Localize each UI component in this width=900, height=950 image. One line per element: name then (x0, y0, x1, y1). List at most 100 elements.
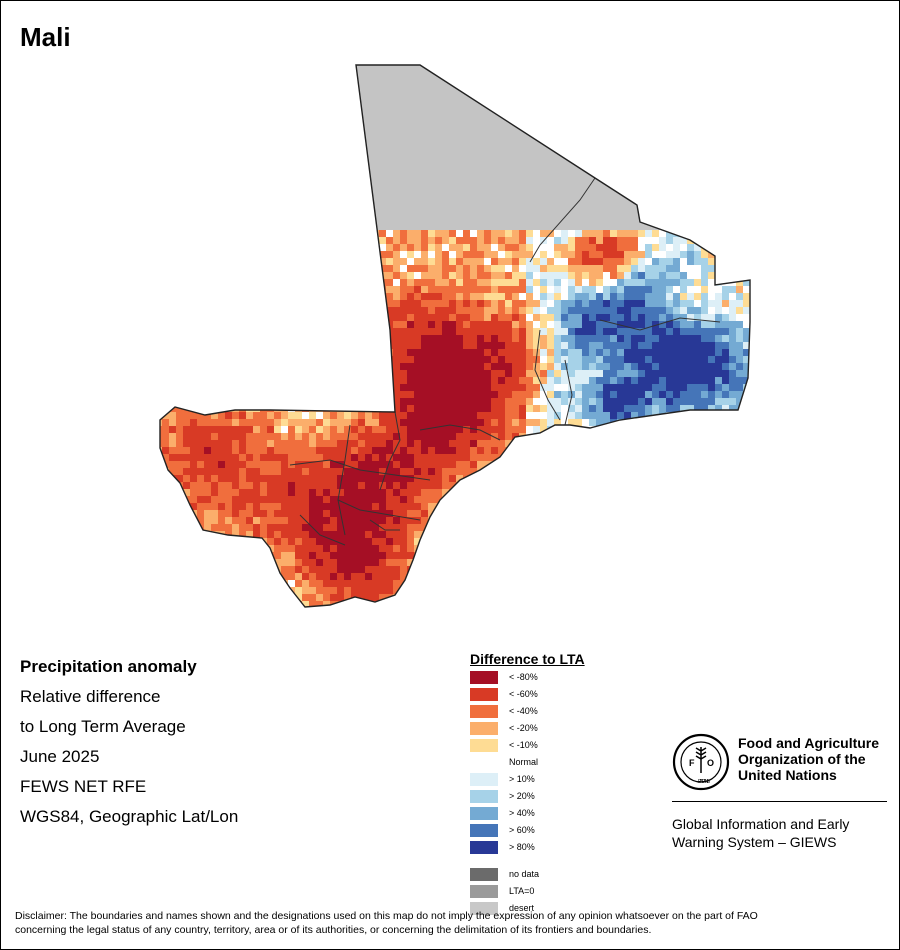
anomaly-cell (246, 321, 253, 328)
anomaly-cell (253, 391, 260, 398)
anomaly-cell (519, 601, 526, 607)
anomaly-cell (687, 377, 694, 384)
anomaly-cell (281, 594, 288, 601)
anomaly-cell (309, 538, 316, 545)
anomaly-cell (568, 573, 575, 580)
anomaly-cell (645, 251, 652, 258)
anomaly-cell (379, 307, 386, 314)
anomaly-cell (526, 440, 533, 447)
anomaly-cell (160, 251, 162, 258)
anomaly-cell (190, 489, 197, 496)
anomaly-cell (505, 244, 512, 251)
anomaly-cell (351, 531, 358, 538)
anomaly-cell (470, 405, 477, 412)
anomaly-cell (428, 454, 435, 461)
anomaly-cell (281, 503, 288, 510)
anomaly-cell (281, 265, 288, 272)
anomaly-cell (281, 447, 288, 454)
anomaly-cell (708, 335, 715, 342)
anomaly-cell (225, 475, 232, 482)
anomaly-cell (379, 370, 386, 377)
anomaly-cell (722, 517, 729, 524)
anomaly-cell (743, 419, 750, 426)
anomaly-cell (260, 545, 267, 552)
anomaly-cell (288, 524, 295, 531)
anomaly-cell (596, 517, 603, 524)
anomaly-cell (400, 510, 407, 517)
anomaly-cell (603, 370, 610, 377)
anomaly-cell (260, 391, 267, 398)
anomaly-cell (218, 244, 225, 251)
anomaly-cell (547, 419, 554, 426)
anomaly-cell (225, 384, 232, 391)
anomaly-cell (575, 461, 582, 468)
anomaly-cell (603, 566, 610, 573)
anomaly-cell (160, 265, 162, 272)
anomaly-cell (547, 405, 554, 412)
anomaly-cell (519, 349, 526, 356)
anomaly-cell (610, 559, 617, 566)
anomaly-cell (729, 573, 736, 580)
anomaly-cell (540, 580, 547, 587)
anomaly-cell (617, 475, 624, 482)
anomaly-cell (484, 412, 491, 419)
anomaly-cell (232, 601, 239, 607)
anomaly-cell (652, 356, 659, 363)
anomaly-cell (260, 517, 267, 524)
anomaly-cell (477, 321, 484, 328)
anomaly-cell (526, 349, 533, 356)
anomaly-cell (596, 601, 603, 607)
anomaly-cell (407, 601, 414, 607)
anomaly-cell (239, 328, 246, 335)
anomaly-cell (470, 608, 477, 615)
anomaly-cell (666, 405, 673, 412)
anomaly-cell (330, 356, 337, 363)
anomaly-cell (631, 314, 638, 321)
anomaly-cell (687, 412, 694, 419)
anomaly-cell (603, 433, 610, 440)
anomaly-cell (568, 293, 575, 300)
anomaly-cell (715, 286, 722, 293)
anomaly-cell (477, 538, 484, 545)
anomaly-cell (582, 314, 589, 321)
anomaly-cell (582, 468, 589, 475)
legend-label: < -60% (509, 689, 538, 699)
anomaly-cell (274, 244, 281, 251)
anomaly-cell (582, 370, 589, 377)
anomaly-cell (274, 559, 281, 566)
anomaly-cell (197, 412, 204, 419)
anomaly-cell (519, 468, 526, 475)
anomaly-cell (498, 461, 505, 468)
anomaly-cell (743, 454, 750, 461)
anomaly-cell (302, 496, 309, 503)
anomaly-cell (316, 286, 323, 293)
anomaly-cell (561, 307, 568, 314)
anomaly-cell (372, 321, 379, 328)
anomaly-cell (652, 286, 659, 293)
anomaly-cell (267, 412, 274, 419)
anomaly-cell (491, 573, 498, 580)
anomaly-cell (666, 300, 673, 307)
anomaly-cell (253, 244, 260, 251)
anomaly-cell (694, 405, 701, 412)
anomaly-cell (512, 384, 519, 391)
anomaly-cell (400, 398, 407, 405)
anomaly-cell (400, 328, 407, 335)
anomaly-cell (160, 587, 162, 594)
anomaly-cell (708, 475, 715, 482)
anomaly-cell (568, 377, 575, 384)
anomaly-cell (407, 251, 414, 258)
anomaly-cell (442, 433, 449, 440)
anomaly-cell (337, 384, 344, 391)
anomaly-cell (302, 545, 309, 552)
anomaly-cell (204, 559, 211, 566)
anomaly-cell (281, 335, 288, 342)
anomaly-cell (330, 496, 337, 503)
anomaly-cell (512, 391, 519, 398)
anomaly-cell (484, 237, 491, 244)
anomaly-cell (281, 552, 288, 559)
anomaly-cell (239, 370, 246, 377)
anomaly-cell (323, 419, 330, 426)
anomaly-cell (456, 279, 463, 286)
anomaly-cell (498, 580, 505, 587)
